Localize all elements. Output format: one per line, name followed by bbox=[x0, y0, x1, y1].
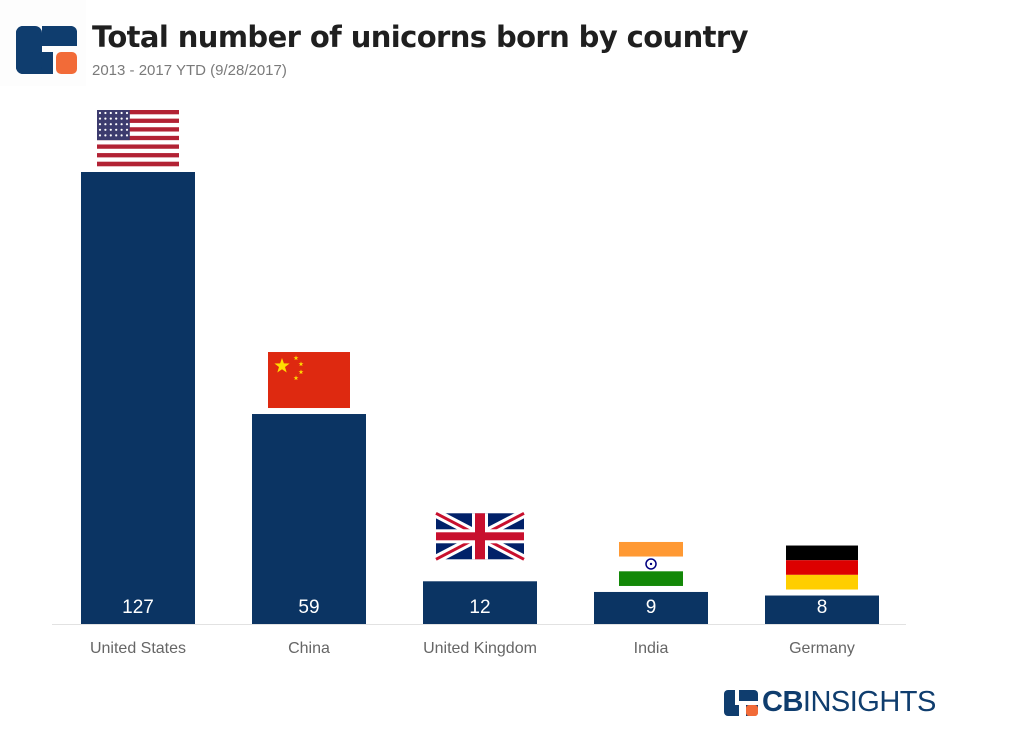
bar-united-states bbox=[81, 172, 195, 624]
cb-insights-brand-icon bbox=[724, 690, 758, 716]
india-flag-icon bbox=[619, 541, 683, 586]
cb-insights-brand: CBINSIGHTS bbox=[724, 686, 936, 719]
bar-united-kingdom bbox=[423, 581, 537, 624]
category-label: China bbox=[288, 640, 330, 657]
chart-subtitle: 2013 - 2017 YTD (9/28/2017) bbox=[92, 62, 287, 79]
category-label: United States bbox=[90, 640, 186, 657]
china-flag-icon bbox=[268, 352, 350, 409]
cb-insights-logo bbox=[0, 0, 86, 86]
bar-china bbox=[252, 414, 366, 624]
data-label: 12 bbox=[469, 597, 490, 618]
labels-group: 127 United States 59 China 12 United Kingdom 9… bbox=[90, 597, 855, 657]
bars-group bbox=[81, 172, 879, 624]
category-label: Germany bbox=[789, 640, 855, 657]
germany-flag-icon bbox=[786, 545, 858, 590]
cb-insights-logo-icon bbox=[16, 26, 77, 74]
bar-india bbox=[594, 591, 708, 624]
brand-light: INSIGHTS bbox=[802, 686, 936, 718]
category-label: United Kingdom bbox=[423, 640, 537, 657]
brand-bold: CB bbox=[762, 686, 803, 718]
flags-group bbox=[97, 110, 858, 590]
chart-title: Total number of unicorns born by country bbox=[92, 20, 749, 54]
us-flag-icon bbox=[97, 110, 179, 167]
data-label: 9 bbox=[646, 597, 657, 618]
uk-flag-icon bbox=[433, 509, 527, 564]
brand-wordmark: CBINSIGHTS bbox=[762, 686, 936, 719]
data-label: 8 bbox=[817, 597, 828, 618]
data-label: 59 bbox=[298, 597, 319, 618]
bar-germany bbox=[765, 595, 879, 624]
category-label: India bbox=[634, 640, 669, 657]
data-label: 127 bbox=[122, 597, 154, 618]
